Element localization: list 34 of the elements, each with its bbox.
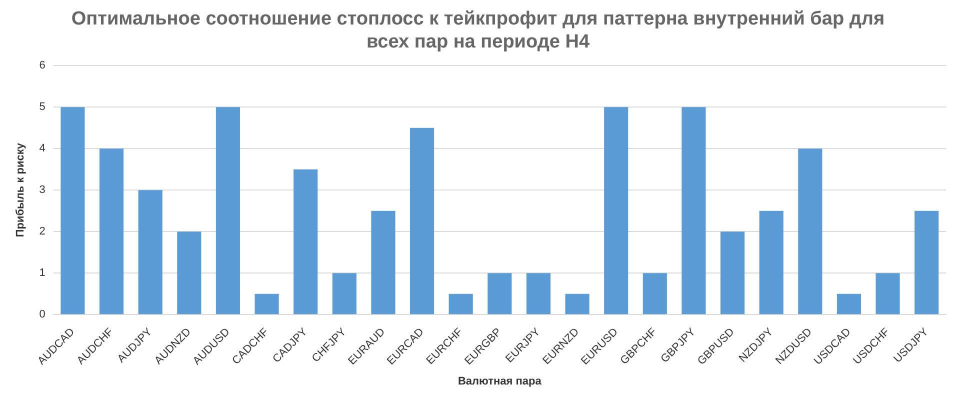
bar <box>604 107 628 314</box>
text: Оптимальное соотношение стоплосс к тейкпрофит для паттерна внутренний бар для <box>71 8 885 30</box>
y-tick-label: 6 <box>39 60 46 72</box>
bar <box>138 190 162 314</box>
y-tick-label: 5 <box>39 101 46 114</box>
bar <box>448 294 473 314</box>
bar <box>216 107 240 314</box>
bar <box>876 273 900 314</box>
bar <box>759 210 784 314</box>
y-tick-label: 0 <box>39 308 46 321</box>
text: всех пар на периоде H4 <box>366 31 590 52</box>
y-tick-label: 2 <box>39 226 46 238</box>
bar <box>720 232 745 314</box>
y-tick-label: 1 <box>39 267 46 280</box>
bar <box>488 273 512 314</box>
bar <box>410 128 434 314</box>
y-axis-title: Прибыль к риску <box>14 142 27 238</box>
x-axis-title: Валютная пара <box>458 375 542 388</box>
bar <box>60 107 85 314</box>
bar <box>914 210 939 314</box>
bar <box>836 294 861 314</box>
y-tick-label: 4 <box>39 142 46 155</box>
bar <box>526 273 551 314</box>
bar <box>177 232 202 314</box>
bar <box>642 273 667 314</box>
bar <box>100 148 124 314</box>
bar <box>332 273 356 314</box>
bar <box>682 107 706 314</box>
bar <box>798 148 822 314</box>
bar <box>254 294 279 314</box>
bar <box>371 210 396 314</box>
bar <box>565 294 590 314</box>
y-tick-label: 3 <box>39 184 46 196</box>
bar <box>294 169 318 314</box>
